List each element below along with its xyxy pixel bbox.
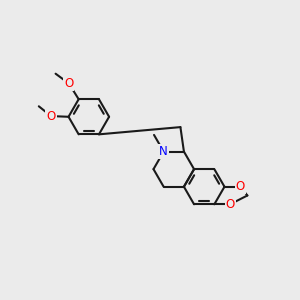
Text: O: O [64,77,74,90]
Text: N: N [159,145,168,158]
Text: O: O [226,198,235,211]
Text: O: O [236,180,245,193]
Text: O: O [46,110,56,123]
